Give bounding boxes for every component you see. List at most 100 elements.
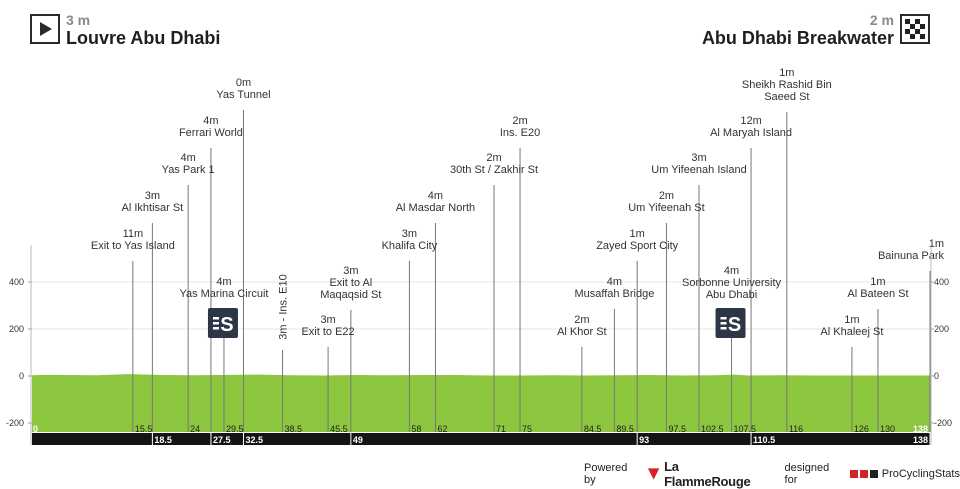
km-label: 18.5 (154, 435, 172, 445)
designed-for-text: designed for (784, 462, 830, 486)
km-label: 116 (789, 424, 803, 434)
sprint-dash (212, 327, 219, 330)
pcs-text: ProCyclingStats (881, 468, 960, 480)
km-label: 93 (639, 435, 649, 445)
footer-credits: Powered by La FlammeRouge designed for P… (584, 459, 960, 489)
pcs-logo-icon (848, 470, 878, 478)
km-label: 84.5 (584, 424, 602, 434)
y-tick-label-right: 400 (934, 277, 949, 287)
y-tick-label-left: 0 (19, 371, 24, 381)
checkered-flag-icon (900, 14, 930, 44)
km-label: 24 (190, 424, 200, 434)
km-label: 89.5 (616, 424, 634, 434)
waypoint-altitude: 4m (216, 276, 231, 288)
km-label: 0 (33, 424, 38, 434)
km-label: 130 (880, 424, 895, 434)
waypoint-label: 30th St / Zakhir St (450, 164, 538, 176)
waypoint-label: Al Ikhtisar St (122, 202, 184, 214)
y-tick-label-left: 400 (9, 277, 24, 287)
waypoint-label: Al Masdar North (396, 202, 475, 214)
km-label: 38.5 (285, 424, 303, 434)
waypoint-label: Exit to Yas Island (91, 240, 175, 252)
start-header: 3 m Louvre Abu Dhabi (30, 12, 220, 48)
km-axis-bar: 0 15.5 24 29.5 38.5 45.5 58 62 71 75 84.5 89.5 97.5 1… (32, 424, 931, 445)
waypoint-label: Exit to E22 (301, 326, 354, 338)
sprint-dash (212, 322, 219, 325)
waypoint-label: Sorbonne University (682, 277, 782, 289)
waypoint-label: Um Yifeenah St (628, 202, 704, 214)
km-label: 27.5 (213, 435, 231, 445)
waypoint-altitude: 1m (779, 67, 794, 79)
waypoint-altitude: 4m (203, 115, 218, 127)
km-label: 107.5 (734, 424, 757, 434)
play-icon (30, 14, 60, 44)
waypoint-label: Yas Tunnel (216, 89, 270, 101)
waypoint-label: Al Bateen St (847, 288, 908, 300)
sprint-dash (720, 317, 727, 320)
km-label: 58 (411, 424, 421, 434)
waypoint-label: Saeed St (764, 91, 809, 103)
waypoint-label: Ferrari World (179, 127, 243, 139)
km-label: 110.5 (753, 435, 775, 445)
km-label: 49 (353, 435, 363, 445)
waypoint-altitude: 3m (343, 265, 358, 277)
y-tick-label-left: -200 (6, 418, 24, 428)
waypoint-altitude: 0m (236, 77, 251, 89)
profile-fill (32, 374, 930, 432)
waypoint-label: Yas Park 1 (162, 164, 215, 176)
waypoint-label: Ins. E20 (500, 127, 540, 139)
sprint-letter: S (728, 314, 741, 336)
km-label: 138 (913, 424, 928, 434)
sprint-s-icon: S (207, 308, 238, 338)
waypoint-altitude: 4m (428, 190, 443, 202)
waypoint-altitude: 3m (145, 190, 160, 202)
sprint-badge (207, 308, 238, 338)
waypoint-altitude: 12m (740, 115, 761, 127)
flamme-rouge-logo-icon (647, 468, 660, 480)
finish-altitude: 2 m (869, 12, 894, 28)
finish-location: Abu Dhabi Breakwater (701, 28, 894, 48)
km-label: 45.5 (330, 424, 348, 434)
waypoint-label: Al Maryah Island (710, 127, 792, 139)
km-label: 62 (437, 424, 447, 434)
km-label: 126 (854, 424, 869, 434)
waypoint-label: Abu Dhabi (706, 289, 757, 301)
waypoint-label: Zayed Sport City (596, 240, 678, 252)
waypoint-label: Yas Marina Circuit (179, 288, 268, 300)
km-label: 29.5 (226, 424, 244, 434)
finish-header: 2 m Abu Dhabi Breakwater (702, 12, 930, 48)
y-tick-label-right: 200 (934, 324, 949, 334)
waypoint-label: Al Khor St (557, 326, 607, 338)
waypoint-label: Um Yifeenah Island (651, 164, 746, 176)
sprint-dash (212, 317, 219, 320)
y-tick-label-right: 0 (934, 371, 939, 381)
waypoint-altitude: 11m (123, 228, 144, 240)
profile-area (32, 374, 930, 432)
km-label: 102.5 (701, 424, 724, 434)
km-label: 15.5 (135, 424, 153, 434)
km-label: 32.5 (245, 435, 263, 445)
start-altitude: 3 m (66, 12, 91, 28)
waypoint-altitude: 3m (320, 314, 335, 326)
km-label: 71 (496, 424, 506, 434)
waypoint-label: Maqaqsid St (320, 289, 381, 301)
y-axis-ticks: 400 400 200 200 0 0 -200 -200 (6, 245, 952, 445)
waypoint-altitude: 4m (607, 276, 622, 288)
waypoint-altitude: 4m (181, 152, 196, 164)
km-bar (32, 433, 930, 445)
sprint-dash (720, 322, 727, 325)
km-label: 75 (522, 424, 532, 434)
waypoint-altitude: 3m (402, 228, 417, 240)
waypoint-label: Al Khaleej St (820, 326, 883, 338)
waypoint-altitude: 3m (691, 152, 706, 164)
waypoint-altitude: 1m (929, 238, 944, 250)
waypoint-altitude: 2m (659, 190, 674, 202)
waypoint-label: Khalifa City (382, 240, 438, 252)
start-location: Louvre Abu Dhabi (66, 28, 221, 48)
y-tick-label-left: 200 (9, 324, 24, 334)
waypoint-label: Bainuna Park (878, 250, 945, 262)
km-label: 97.5 (668, 424, 686, 434)
